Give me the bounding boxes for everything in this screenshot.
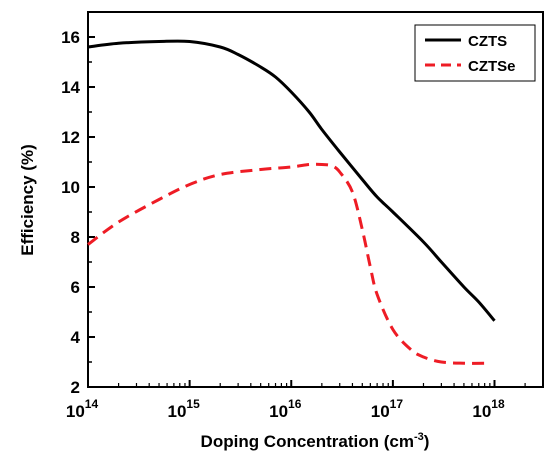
x-tick-base: 10 (167, 402, 186, 421)
y-tick-label: 12 (61, 128, 80, 147)
x-axis-title-main: Doping Concentration (cm (201, 432, 414, 451)
x-tick-label: 1015 (167, 397, 200, 421)
x-tick-exponent: 14 (85, 397, 99, 411)
y-tick-label: 8 (71, 228, 80, 247)
x-axis-title: Doping Concentration (cm-3) (201, 431, 430, 451)
x-tick-exponent: 16 (288, 397, 302, 411)
legend-label-cztse: CZTSe (468, 58, 516, 75)
x-tick-exponent: 18 (491, 397, 505, 411)
plot-frame (87, 11, 544, 388)
x-axis-title-sup: -3 (414, 431, 424, 443)
y-tick-label: 16 (61, 28, 80, 47)
x-axis-ticks: 1014 1015 1016 1017 1018 (66, 380, 526, 421)
legend: CZTS CZTSe (414, 24, 536, 82)
y-tick-label: 6 (71, 278, 80, 297)
series-layer (87, 39, 496, 365)
x-tick-label: 1018 (472, 397, 505, 421)
y-tick-label: 4 (71, 328, 81, 347)
series-line-czts (87, 39, 496, 322)
y-axis-ticks: 2 4 6 8 10 12 14 16 (61, 28, 95, 397)
series-line-cztse (87, 162, 490, 365)
y-tick-label: 10 (61, 178, 80, 197)
x-tick-base: 10 (269, 402, 288, 421)
x-tick-label: 1016 (269, 397, 302, 421)
x-tick-exponent: 17 (390, 397, 404, 411)
x-tick-label: 1014 (66, 397, 99, 421)
x-axis-title-end: ) (424, 432, 430, 451)
x-tick-base: 10 (472, 402, 491, 421)
legend-box (414, 24, 536, 82)
legend-label-czts: CZTS (468, 33, 507, 50)
x-tick-base: 10 (66, 402, 85, 421)
y-axis-title: Efficiency (%) (18, 144, 37, 255)
x-tick-base: 10 (371, 402, 390, 421)
y-tick-label: 2 (71, 378, 80, 397)
y-tick-label: 14 (61, 78, 80, 97)
x-tick-exponent: 15 (186, 397, 200, 411)
x-tick-label: 1017 (371, 397, 404, 421)
